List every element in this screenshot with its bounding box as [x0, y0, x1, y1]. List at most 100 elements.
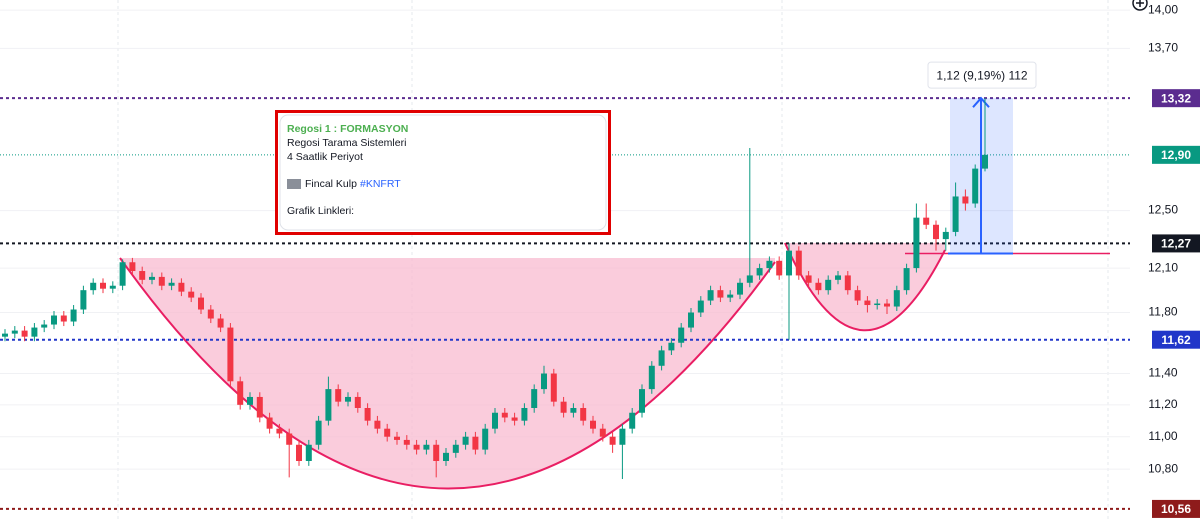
candle-body: [423, 444, 430, 450]
candle-body: [178, 282, 185, 292]
note-icon: [287, 179, 301, 189]
candle-body: [247, 396, 253, 405]
y-tick-label: 11,40: [1148, 366, 1177, 380]
candle-body: [90, 282, 97, 291]
candle-body: [286, 433, 293, 445]
price-tag-label: 13,32: [1161, 91, 1191, 105]
y-tick-label: 10,80: [1148, 461, 1178, 475]
candle-body: [472, 436, 479, 450]
candle-body: [913, 217, 920, 269]
measure-label: 1,12 (9,19%) 112: [936, 68, 1027, 82]
price-axis: 14,00 13,70 12,50 12,10 11,80 11,40 11,20 11,00…: [1148, 2, 1178, 475]
candle-body: [746, 275, 753, 283]
candle-body: [766, 260, 773, 269]
candle-body: [962, 196, 969, 204]
candle-body: [923, 217, 930, 225]
candle-body: [374, 420, 381, 429]
candle-body: [394, 436, 400, 440]
candle-body: [580, 407, 587, 421]
y-tick-label: 13,70: [1148, 41, 1178, 55]
note-box: Regosi 1 : FORMASYON Regosi Tarama Siste…: [275, 110, 611, 235]
candle-body: [776, 260, 783, 276]
price-tag: [1152, 499, 1200, 518]
candle-body: [531, 389, 538, 408]
candle-body: [384, 428, 391, 437]
candle-body: [70, 309, 77, 322]
candle-body: [129, 262, 136, 272]
candle-body: [982, 154, 988, 169]
candle-body: [678, 327, 685, 343]
candle-body: [727, 294, 734, 298]
candle-body: [41, 324, 48, 328]
candle-body: [11, 330, 18, 334]
candle-body: [864, 300, 871, 306]
candle-body: [805, 275, 812, 283]
measure-arrowhead: [972, 96, 990, 108]
candles: [2, 98, 988, 480]
candle-body: [688, 312, 694, 328]
price-axis-bg: [1130, 0, 1200, 519]
candle-body: [452, 444, 459, 453]
candle-body: [648, 365, 655, 390]
candle-body: [893, 290, 900, 307]
measure-tool: 1,12 (9,19%) 112P (1: [905, 61, 1151, 255]
candle-body: [168, 282, 175, 286]
candle-body: [462, 436, 469, 445]
candle-body: [492, 412, 498, 429]
candle-body: [541, 373, 547, 390]
candle-body: [658, 350, 665, 366]
note-link-name: Fincal Kulp: [305, 178, 357, 190]
candle-body: [276, 428, 283, 434]
candle-body: [952, 196, 959, 232]
candle-body: [825, 279, 832, 291]
candle-body: [403, 439, 410, 445]
note-hashtag[interactable]: #KNFRT: [360, 178, 401, 190]
candle-body: [874, 303, 881, 306]
candle-body: [521, 407, 528, 421]
zoom-icon[interactable]: [1132, 0, 1148, 11]
candle-body: [60, 315, 67, 322]
y-tick-label: 11,80: [1148, 305, 1177, 319]
candle-body: [942, 231, 949, 240]
candle-body: [707, 290, 714, 301]
note-footer: Grafik Linkleri:: [287, 205, 354, 217]
candle-body: [609, 436, 616, 445]
candle-body: [345, 396, 351, 402]
candle-body: [364, 407, 371, 421]
candle-body: [737, 282, 743, 295]
y-tick-label: 12,50: [1148, 203, 1178, 217]
candle-body: [413, 444, 420, 450]
candle-body: [550, 373, 557, 402]
handle-curve: [784, 242, 946, 332]
candle-body: [207, 309, 214, 319]
price-tag: [1152, 89, 1200, 108]
candle-body: [100, 282, 106, 289]
candle-body: [119, 262, 126, 286]
candle-body: [717, 290, 724, 298]
candle-body: [815, 282, 822, 291]
candle-body: [668, 342, 675, 351]
candle-body: [844, 275, 851, 291]
note-title: Regosi 1 : FORMASYON: [287, 123, 408, 135]
price-tag-label: 10,56: [1161, 502, 1191, 516]
candle-body: [639, 389, 645, 413]
candle-body: [149, 276, 155, 280]
price-tag: [1152, 145, 1200, 164]
candle-body: [256, 396, 263, 418]
measure-label-box: [927, 61, 1037, 89]
candle-body: [570, 407, 577, 413]
candle-body: [884, 303, 890, 307]
y-tick-label: 11,00: [1148, 429, 1177, 443]
candle-body: [501, 412, 508, 418]
candle-body: [629, 412, 636, 429]
candle-body: [697, 300, 704, 313]
price-tag-label: 12,27: [1161, 237, 1191, 251]
price-levels: [0, 97, 1152, 510]
candle-body: [51, 315, 57, 325]
candle-body: [854, 290, 861, 301]
note-card: [279, 114, 607, 231]
candle-body: [795, 250, 802, 276]
candle-body: [305, 444, 312, 461]
candle-body: [21, 330, 28, 337]
